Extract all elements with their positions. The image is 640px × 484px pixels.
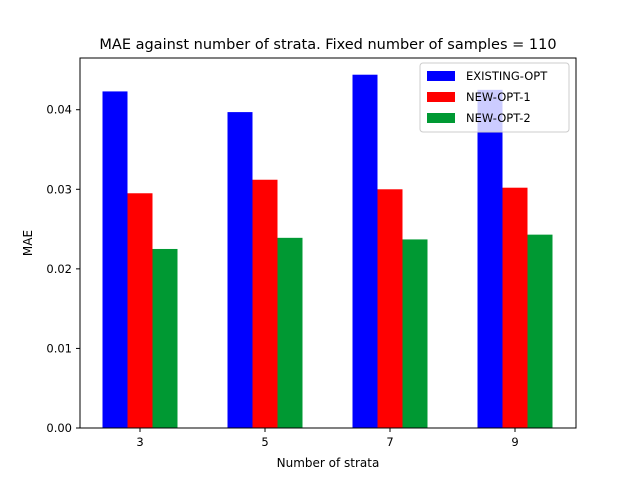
legend-label: NEW-OPT-2 xyxy=(466,111,531,125)
y-tick-label: 0.03 xyxy=(46,182,72,196)
bar-existing-opt-5 xyxy=(227,112,253,428)
y-tick-label: 0.00 xyxy=(46,421,72,435)
y-tick-label: 0.01 xyxy=(46,341,72,355)
bar-new-opt-2-9 xyxy=(527,234,553,428)
legend-label: EXISTING-OPT xyxy=(466,69,548,83)
x-axis-label: Number of strata xyxy=(277,456,380,470)
bar-new-opt-1-7 xyxy=(377,189,403,428)
y-axis-label: MAE xyxy=(21,230,35,256)
legend-swatch xyxy=(427,92,455,102)
axes-layer: 0.00 0.01 0.02 0.03 0.04 3 5 7 9 xyxy=(46,57,577,449)
bar-new-opt-2-5 xyxy=(277,237,303,428)
legend-swatch xyxy=(427,71,455,81)
legend-frame xyxy=(419,62,570,133)
legend: EXISTING-OPT NEW-OPT-1 NEW-OPT-2 xyxy=(419,62,570,133)
bar-new-opt-1-3 xyxy=(127,193,153,428)
bar-new-opt-2-7 xyxy=(402,239,428,428)
legend-label: NEW-OPT-1 xyxy=(466,90,531,104)
x-tick-label: 9 xyxy=(511,435,518,449)
chart-title: MAE against number of strata. Fixed numb… xyxy=(99,37,556,53)
bar-new-opt-1-9 xyxy=(502,187,528,428)
x-tick-label: 7 xyxy=(386,435,393,449)
bar-existing-opt-9 xyxy=(477,89,503,429)
bar-new-opt-2-3 xyxy=(152,248,178,428)
bar-existing-opt-7 xyxy=(352,74,378,428)
bars-layer xyxy=(102,74,553,429)
y-tick-label: 0.04 xyxy=(46,103,72,117)
x-tick-label: 5 xyxy=(261,435,268,449)
bar-existing-opt-3 xyxy=(102,91,128,428)
y-tick-label: 0.02 xyxy=(46,262,72,276)
bar-new-opt-1-5 xyxy=(252,179,278,428)
plot-frame xyxy=(79,57,577,429)
x-tick-label: 3 xyxy=(136,435,143,449)
legend-swatch xyxy=(427,113,455,123)
